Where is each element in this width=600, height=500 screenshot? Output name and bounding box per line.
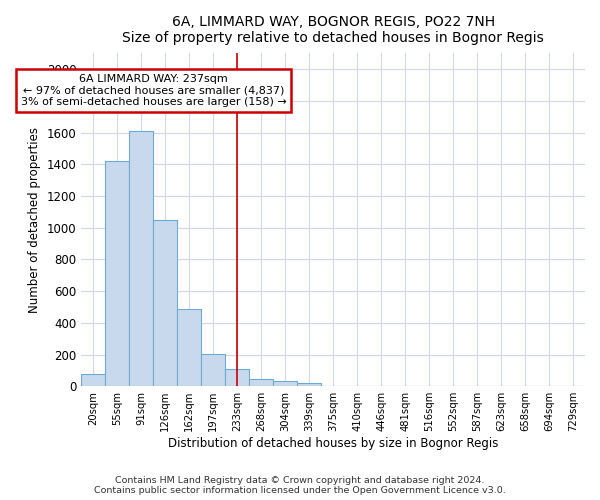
Bar xyxy=(106,161,130,386)
Bar xyxy=(297,383,321,386)
Title: 6A, LIMMARD WAY, BOGNOR REGIS, PO22 7NH
Size of property relative to detached ho: 6A, LIMMARD WAY, BOGNOR REGIS, PO22 7NH … xyxy=(122,15,544,45)
Bar xyxy=(249,379,273,386)
Text: 6A LIMMARD WAY: 237sqm
← 97% of detached houses are smaller (4,837)
3% of semi-d: 6A LIMMARD WAY: 237sqm ← 97% of detached… xyxy=(20,74,286,107)
Bar xyxy=(82,374,106,386)
Bar xyxy=(273,382,297,386)
X-axis label: Distribution of detached houses by size in Bognor Regis: Distribution of detached houses by size … xyxy=(168,437,499,450)
Bar xyxy=(130,131,154,386)
Bar xyxy=(154,220,178,386)
Bar xyxy=(178,308,202,386)
Bar xyxy=(202,354,226,386)
Bar xyxy=(226,369,249,386)
Text: Contains HM Land Registry data © Crown copyright and database right 2024.
Contai: Contains HM Land Registry data © Crown c… xyxy=(94,476,506,495)
Y-axis label: Number of detached properties: Number of detached properties xyxy=(28,127,41,313)
